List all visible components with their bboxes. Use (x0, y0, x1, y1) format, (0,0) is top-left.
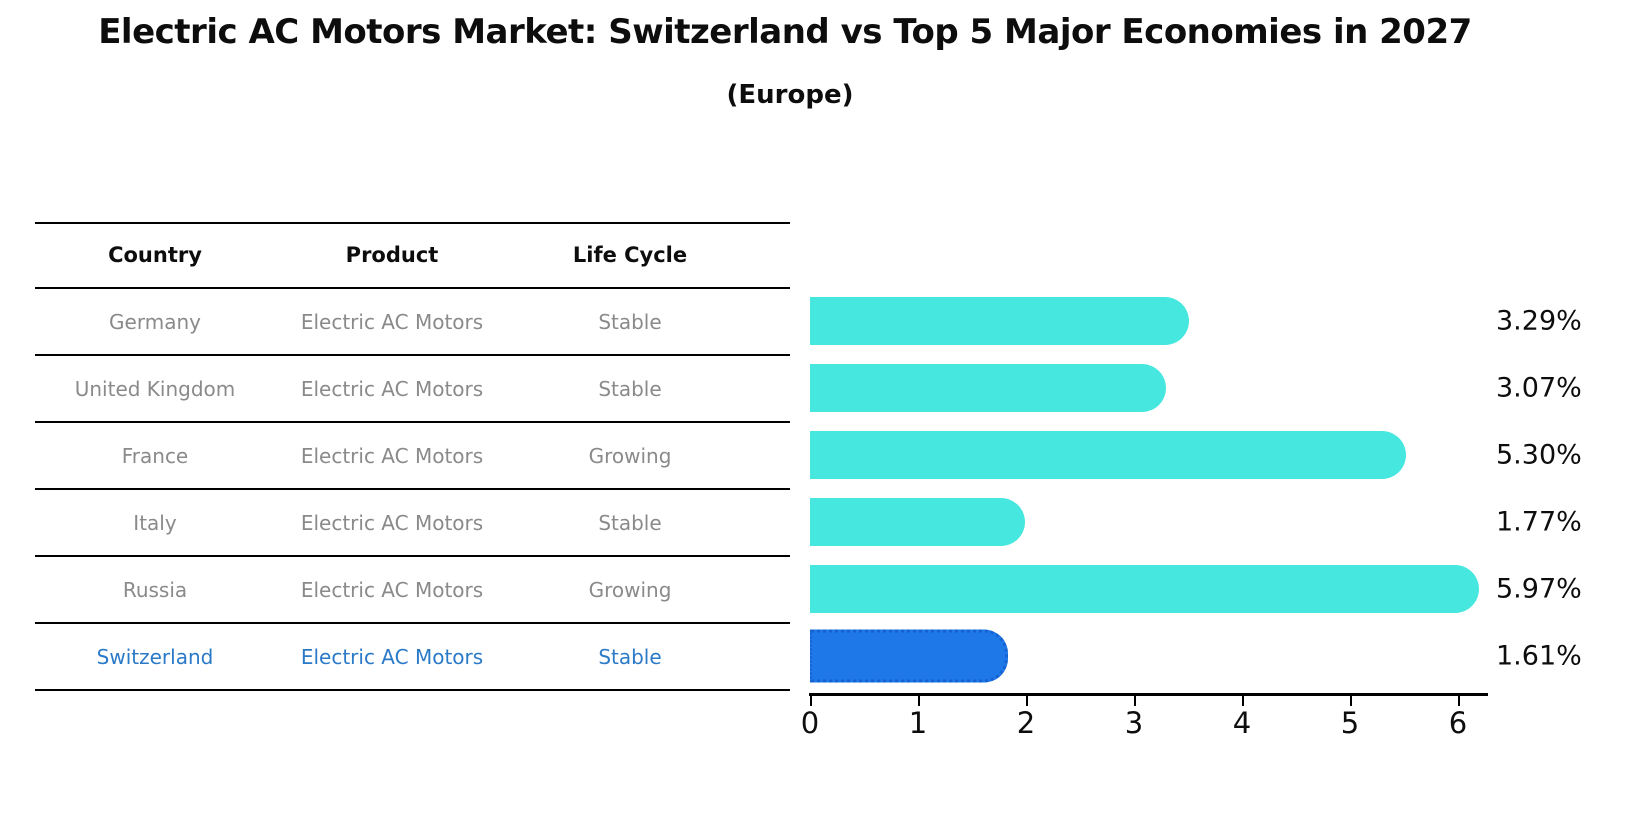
x-tick-mark (810, 696, 812, 706)
x-tick-mark (918, 696, 920, 706)
table-row: United Kingdom Electric AC Motors Stable (0, 355, 800, 422)
table-header-row: Country Product Life Cycle (0, 222, 800, 287)
product-cell: Electric AC Motors (300, 376, 484, 401)
value-label: 5.30% (1496, 439, 1582, 471)
bar-switzerland-highlighted (810, 629, 1008, 683)
table-border-bottom (35, 689, 790, 691)
product-cell: Electric AC Motors (300, 510, 484, 535)
table-header-divider (35, 287, 790, 289)
country-cell: United Kingdom (74, 376, 236, 401)
life-cycle-cell: Growing (588, 443, 672, 468)
product-cell: Electric AC Motors (300, 443, 484, 468)
product-cell: Electric AC Motors (300, 309, 484, 334)
value-label: 1.61% (1496, 640, 1582, 672)
bar-italy (810, 498, 1026, 546)
row-divider (35, 555, 790, 557)
value-label: 1.77% (1496, 506, 1582, 538)
x-tick-label: 1 (908, 706, 928, 740)
column-header-product: Product (345, 242, 439, 267)
x-tick-label: 5 (1340, 706, 1360, 740)
x-tick-label: 6 (1448, 706, 1468, 740)
life-cycle-cell: Stable (598, 510, 662, 535)
row-divider (35, 622, 790, 624)
x-tick-label: 2 (1016, 706, 1036, 740)
table-row: France Electric AC Motors Growing (0, 422, 800, 489)
row-divider (35, 421, 790, 423)
value-label: 3.07% (1496, 372, 1582, 404)
life-cycle-cell: Stable (598, 644, 662, 669)
country-cell: Germany (109, 309, 201, 334)
table-row: Russia Electric AC Motors Growing (0, 556, 800, 623)
product-cell: Electric AC Motors (300, 644, 484, 669)
country-cell: Russia (122, 577, 188, 602)
value-label: 3.29% (1496, 305, 1582, 337)
life-cycle-cell: Stable (598, 376, 662, 401)
x-tick-label: 3 (1124, 706, 1144, 740)
table-row: Germany Electric AC Motors Stable (0, 288, 800, 355)
x-axis-line (809, 693, 1488, 696)
x-tick-mark (1458, 696, 1460, 706)
x-tick-mark (1026, 696, 1028, 706)
x-tick-mark (1242, 696, 1244, 706)
table-row: Italy Electric AC Motors Stable (0, 489, 800, 556)
country-cell: Italy (133, 510, 177, 535)
column-header-life-cycle: Life Cycle (572, 242, 688, 267)
chart-title: Electric AC Motors Market: Switzerland v… (98, 12, 1472, 52)
bar-russia (810, 565, 1479, 613)
row-divider (35, 354, 790, 356)
value-label: 5.97% (1496, 573, 1582, 605)
bar-france (810, 431, 1407, 479)
bar-germany (810, 297, 1190, 345)
life-cycle-cell: Growing (588, 577, 672, 602)
country-cell: France (121, 443, 189, 468)
x-tick-mark (1134, 696, 1136, 706)
x-tick-mark (1350, 696, 1352, 706)
row-divider (35, 488, 790, 490)
x-tick-label: 0 (800, 706, 820, 740)
country-cell: Switzerland (96, 644, 214, 669)
x-tick-label: 4 (1232, 706, 1252, 740)
life-cycle-cell: Stable (598, 309, 662, 334)
table-row-switzerland-highlighted: Switzerland Electric AC Motors Stable (0, 623, 800, 690)
chart-subtitle: (Europe) (726, 80, 854, 110)
table-border-top (35, 222, 790, 224)
product-cell: Electric AC Motors (300, 577, 484, 602)
column-header-country: Country (108, 242, 202, 267)
bar-united-kingdom (810, 364, 1166, 412)
